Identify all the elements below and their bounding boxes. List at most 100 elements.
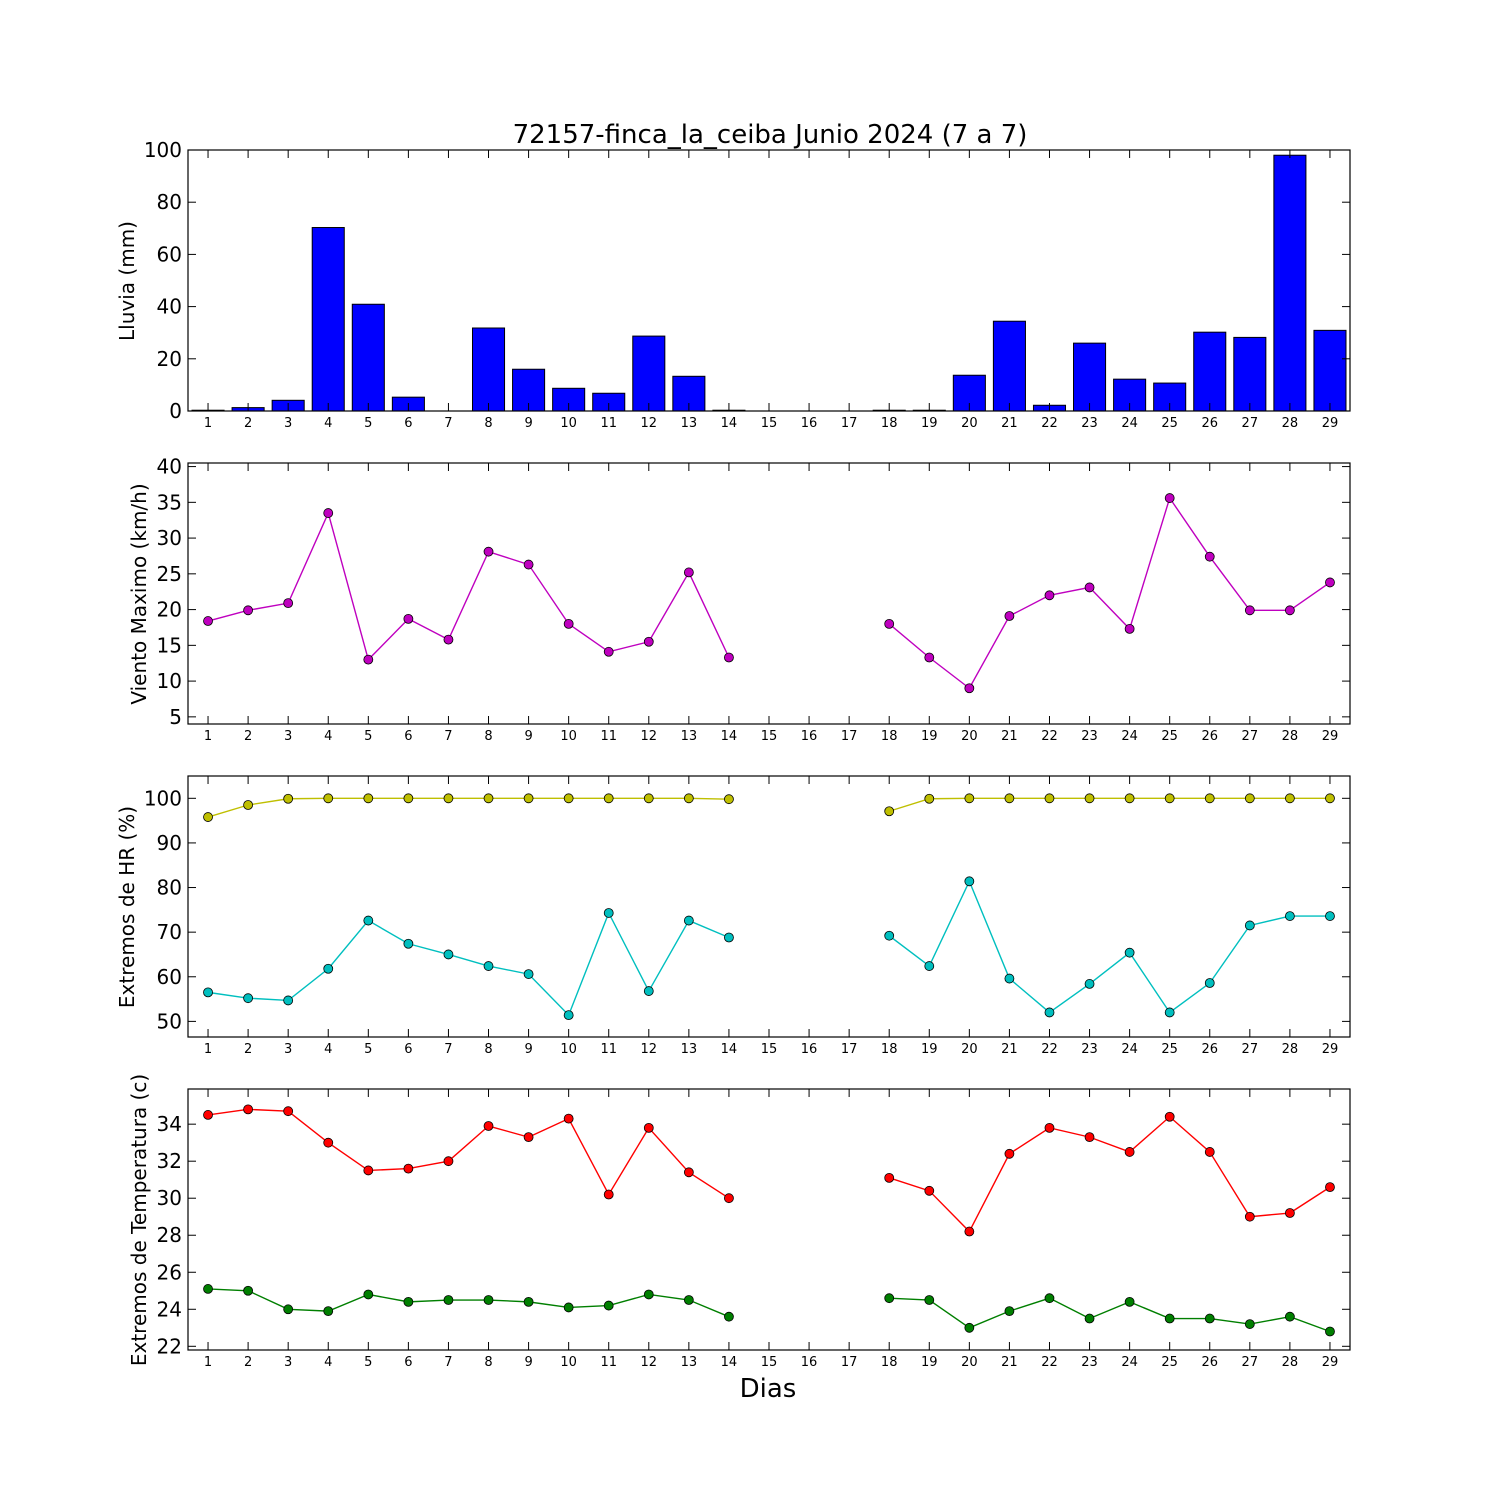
point-temp_min-day-27 [1244, 1319, 1255, 1329]
point-hr_max-day-7 [443, 793, 454, 804]
rain-bar-day-12 [632, 335, 666, 412]
x-tick-label: 24 [1121, 1355, 1138, 1370]
x-tick-label: 26 [1201, 1042, 1218, 1057]
point-viento-day-6 [403, 613, 414, 624]
point-temp_max-day-27 [1244, 1211, 1255, 1222]
x-tick-label: 17 [841, 729, 858, 744]
point-temp_min-day-8 [483, 1295, 494, 1305]
point-hr_max-day-5 [363, 793, 374, 804]
point-viento-day-26 [1204, 551, 1215, 562]
x-tick-label: 22 [1041, 416, 1058, 431]
x-tick-label: 6 [404, 1355, 412, 1370]
point-temp_min-day-19 [924, 1295, 935, 1305]
x-tick-label: 29 [1322, 1042, 1339, 1057]
x-tick-label: 1 [204, 1042, 212, 1057]
point-temp_max-day-21 [1004, 1148, 1015, 1159]
x-tick-label: 23 [1081, 729, 1098, 744]
point-hr_max-day-1 [203, 812, 213, 822]
y-tick-label: 5 [169, 705, 182, 729]
x-tick-label: 20 [961, 416, 978, 431]
x-tick-label: 1 [204, 416, 212, 431]
x-tick-label: 10 [560, 1355, 577, 1370]
point-hr_min-day-6 [403, 938, 414, 949]
y-tick-label: 30 [157, 1186, 182, 1210]
point-viento-day-28 [1285, 605, 1295, 616]
y-tick-label: 40 [157, 455, 182, 479]
x-tick-label: 2 [244, 1042, 252, 1057]
point-temp_max-day-23 [1084, 1132, 1095, 1143]
x-tick-label: 23 [1081, 1355, 1098, 1370]
x-tick-label: 14 [721, 729, 738, 744]
y-tick-label: 60 [157, 242, 182, 266]
point-hr_max-day-11 [603, 793, 614, 804]
x-tick-label: 19 [921, 729, 938, 744]
x-tick-label: 7 [444, 729, 452, 744]
point-temp_max-day-10 [563, 1113, 574, 1124]
x-tick-label: 8 [484, 416, 492, 431]
point-hr_min-day-28 [1285, 911, 1295, 921]
point-hr_max-day-3 [283, 793, 294, 804]
point-hr_min-day-29 [1325, 911, 1335, 921]
y-tick-label: 0 [169, 399, 182, 423]
x-tick-label: 25 [1161, 416, 1178, 431]
point-viento-day-1 [203, 616, 213, 626]
point-temp_max-day-6 [403, 1163, 414, 1174]
series-line-temp_max-1 [888, 1115, 1331, 1233]
x-tick-label: 10 [560, 729, 577, 744]
x-tick-label: 12 [641, 1355, 658, 1370]
y-tick-label: 50 [157, 1009, 182, 1033]
x-tick-label: 9 [524, 1355, 532, 1370]
point-hr_max-day-6 [403, 793, 414, 804]
x-tick-label: 2 [244, 416, 252, 431]
point-temp_max-day-28 [1285, 1208, 1295, 1218]
y-tick-label: 24 [157, 1297, 182, 1321]
point-hr_min-day-2 [243, 993, 254, 1004]
x-tick-label: 5 [364, 416, 372, 431]
point-viento-day-24 [1124, 624, 1135, 634]
x-tick-label: 13 [681, 1355, 698, 1370]
x-tick-label: 24 [1121, 1042, 1138, 1057]
x-tick-label: 11 [600, 1355, 617, 1370]
point-temp_max-day-20 [964, 1226, 975, 1237]
x-tick-label: 26 [1201, 416, 1218, 431]
point-hr_min-day-21 [1004, 973, 1015, 984]
point-viento-day-9 [523, 559, 534, 570]
x-tick-label: 14 [721, 1355, 738, 1370]
series-line-hr_min-0 [207, 911, 730, 1017]
axes-frame [187, 462, 1351, 725]
point-hr_min-day-23 [1084, 979, 1095, 989]
point-viento-day-8 [483, 546, 494, 557]
x-axis-label: Dias [740, 1374, 797, 1404]
point-hr_min-day-24 [1124, 947, 1135, 958]
point-viento-day-18 [884, 618, 895, 629]
series-line-hr_max-1 [889, 797, 1330, 812]
x-tick-label: 4 [324, 1355, 332, 1370]
point-viento-day-23 [1084, 582, 1095, 593]
x-tick-label: 22 [1041, 1355, 1058, 1370]
series-line-viento-0 [207, 510, 730, 661]
point-hr_min-day-5 [363, 915, 374, 926]
series-line-viento-1 [888, 496, 1331, 690]
x-tick-label: 5 [364, 1042, 372, 1057]
point-hr_max-day-8 [483, 793, 494, 804]
x-tick-label: 2 [244, 729, 252, 744]
x-tick-label: 25 [1161, 1042, 1178, 1057]
rain-bar-day-8 [471, 327, 506, 412]
point-hr_max-day-29 [1325, 793, 1335, 804]
point-temp_min-day-22 [1044, 1293, 1055, 1304]
x-tick-label: 29 [1322, 729, 1339, 744]
point-temp_min-day-9 [523, 1296, 534, 1307]
point-temp_max-day-25 [1164, 1111, 1175, 1122]
x-tick-label: 23 [1081, 416, 1098, 431]
ylabel-temperatura: Extremos de Temperatura (c) [127, 1074, 151, 1366]
point-hr_max-day-23 [1084, 793, 1095, 804]
x-tick-label: 4 [324, 729, 332, 744]
rain-bar-day-5 [351, 303, 385, 412]
x-tick-label: 27 [1242, 1042, 1259, 1057]
point-viento-day-20 [964, 683, 975, 694]
x-tick-label: 16 [801, 729, 818, 744]
point-viento-day-3 [283, 598, 294, 609]
x-tick-label: 1 [204, 1355, 212, 1370]
